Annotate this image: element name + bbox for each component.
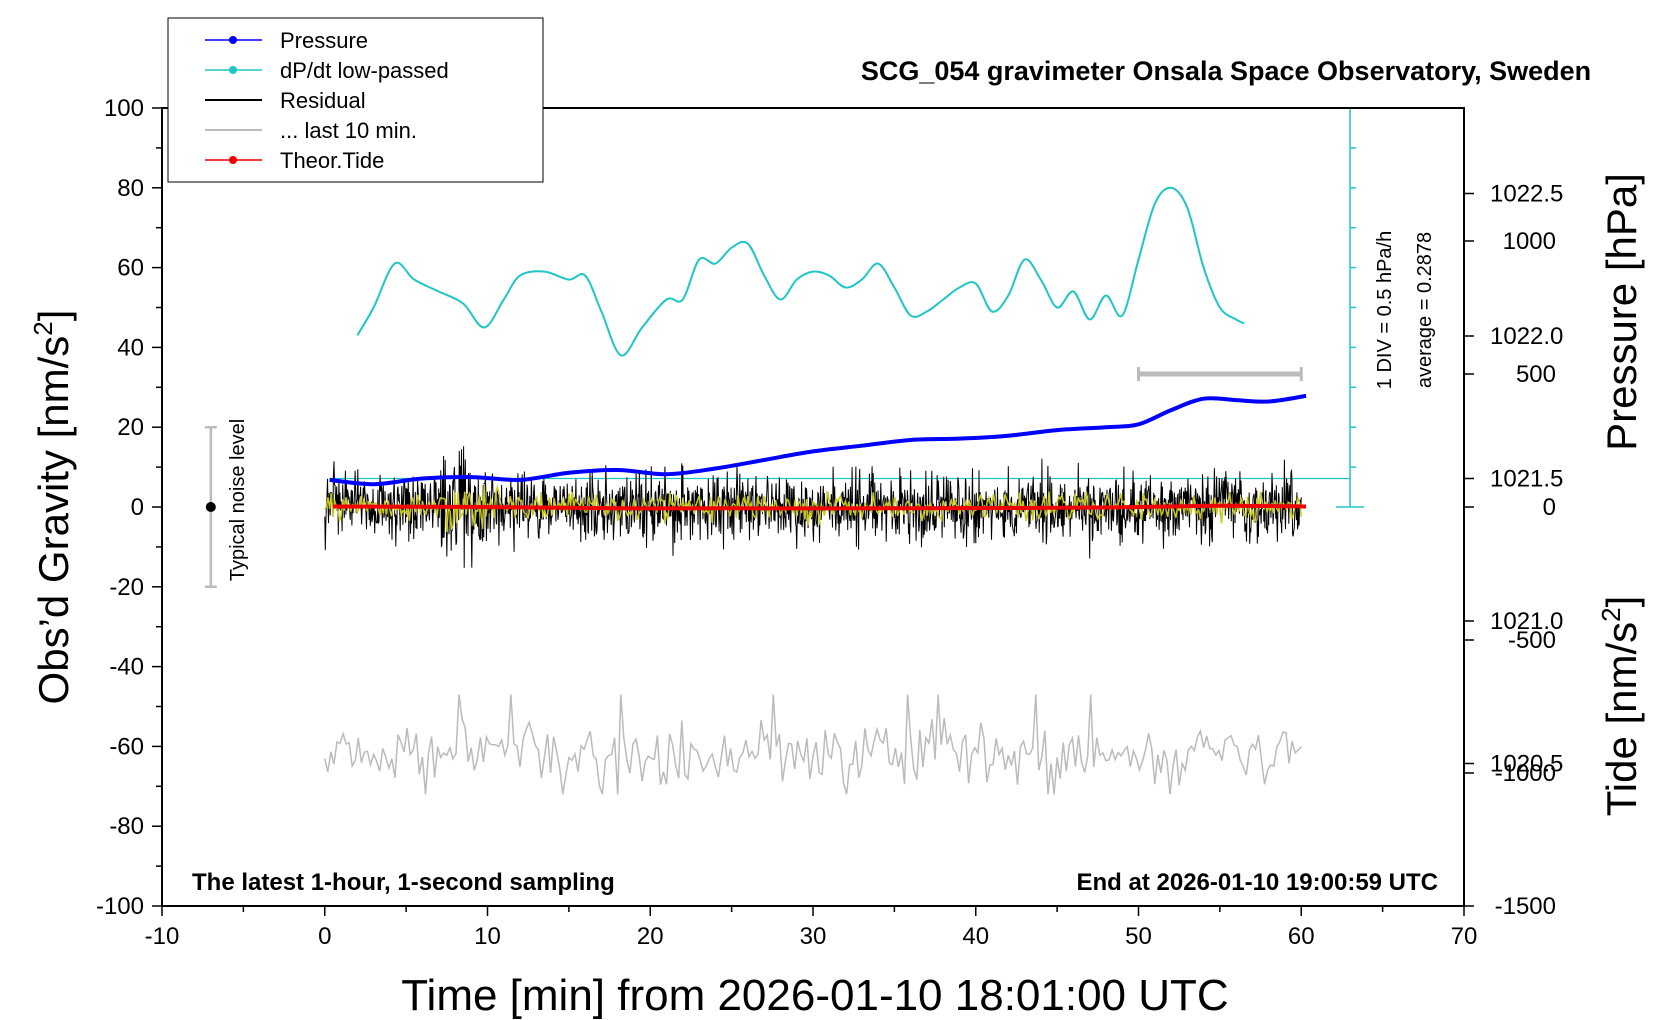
y-left-tick-label: 60 (117, 255, 144, 282)
legend-label-residual: Residual (280, 88, 366, 113)
y-tide-tick-label: 500 (1516, 361, 1556, 388)
annotation-end-time: End at 2026-01-10 19:00:59 UTC (1077, 869, 1439, 896)
y-tide-title-main: Tide [nm/s (1598, 622, 1645, 817)
legend-marker-pressure (229, 36, 237, 44)
y-left-tick-label: 0 (131, 494, 144, 521)
series-layer (204, 186, 1351, 795)
y-pressure-tick-label: 1022.5 (1490, 181, 1563, 208)
y-tide-tick-label: -500 (1508, 627, 1556, 654)
legend-marker-dpdt (229, 66, 237, 74)
y-axis-title-tide: Tide [nm/s2] (1596, 596, 1645, 817)
noise-bar-center (205, 502, 216, 512)
x-tick-label: 30 (800, 923, 827, 950)
legend-item-tide: Theor.Tide (205, 148, 384, 173)
y-pressure-tick-label: 1020.5 (1490, 751, 1563, 778)
x-tick-label: 60 (1288, 923, 1315, 950)
x-tick-label: 40 (962, 923, 989, 950)
series-residual (324, 446, 1302, 568)
legend: Pressure dP/dt low-passed Residual ... l… (167, 17, 544, 183)
y-left-tick-label: -80 (109, 813, 144, 840)
y-tide-tick-label: 0 (1543, 494, 1556, 521)
y-tide-title-close: ] (1598, 596, 1645, 608)
x-tick-label: 10 (474, 923, 501, 950)
legend-item-dpdt: dP/dt low-passed (205, 58, 449, 83)
y-left-tick-label: -60 (109, 733, 144, 760)
y-axis-title-left: Obs’d Gravity [nm/s2] (28, 310, 77, 705)
y-left-title-sup: 2 (28, 321, 58, 335)
x-tick-label: -10 (145, 923, 180, 950)
y-tide-title-sup: 2 (1596, 607, 1626, 621)
annotation-sampling: The latest 1-hour, 1-second sampling (192, 869, 615, 896)
noise-level-label: Typical noise level (227, 419, 249, 581)
y-tide-tick-label: -1000 (1495, 760, 1556, 787)
y-left-tick-label: -40 (109, 654, 144, 681)
legend-marker-tide (229, 156, 237, 164)
plot-frame (161, 107, 1465, 907)
scale-div-label: 1 DIV = 0.5 hPa/h (1374, 231, 1396, 389)
series-tide (332, 503, 1307, 511)
x-tick-label: 0 (318, 923, 331, 950)
legend-item-residual: Residual (205, 88, 366, 113)
axes-layer: -10 0 10 20 30 40 50 60 70-100-80-60-40-20020406… (96, 95, 1563, 950)
y-left-title-main: Obs’d Gravity [nm/s (30, 336, 77, 705)
x-tick-label: 50 (1125, 923, 1152, 950)
legend-item-pressure: Pressure (205, 28, 368, 53)
series-dpdt (356, 186, 1245, 357)
y-left-tick-label: -100 (96, 893, 144, 920)
y-axis-title-pressure: Pressure [hPa] (1598, 173, 1645, 451)
y-left-tick-label: -20 (109, 574, 144, 601)
y-pressure-tick-label: 1021.5 (1490, 466, 1563, 493)
y-tide-tick-label: 1000 (1503, 228, 1556, 255)
x-tick-label: 70 (1451, 923, 1478, 950)
legend-item-last10: ... last 10 min. (205, 118, 417, 143)
y-left-title-close: ] (30, 310, 77, 322)
x-axis-title: Time [min] from 2026-01-10 18:01:00 UTC (401, 971, 1228, 1020)
y-left-tick-label: 20 (117, 414, 144, 441)
series-pressure (329, 393, 1307, 487)
y-left-tick-label: 80 (117, 175, 144, 202)
y-left-tick-label: 40 (117, 334, 144, 361)
scale-average-label: average = 0.2878 (1414, 232, 1436, 388)
chart-title: SCG_054 gravimeter Onsala Space Observat… (861, 56, 1591, 86)
x-tick-label: 20 (637, 923, 664, 950)
legend-label-pressure: Pressure (280, 28, 368, 53)
legend-label-tide: Theor.Tide (280, 148, 384, 173)
series-last10 (324, 694, 1302, 795)
y-pressure-tick-label: 1021.0 (1490, 608, 1563, 635)
y-pressure-tick-label: 1022.0 (1490, 323, 1563, 350)
y-tide-tick-label: -1500 (1495, 893, 1556, 920)
legend-label-last10: ... last 10 min. (280, 118, 417, 143)
y-left-tick-label: 100 (104, 95, 144, 122)
legend-label-dpdt: dP/dt low-passed (280, 58, 449, 83)
